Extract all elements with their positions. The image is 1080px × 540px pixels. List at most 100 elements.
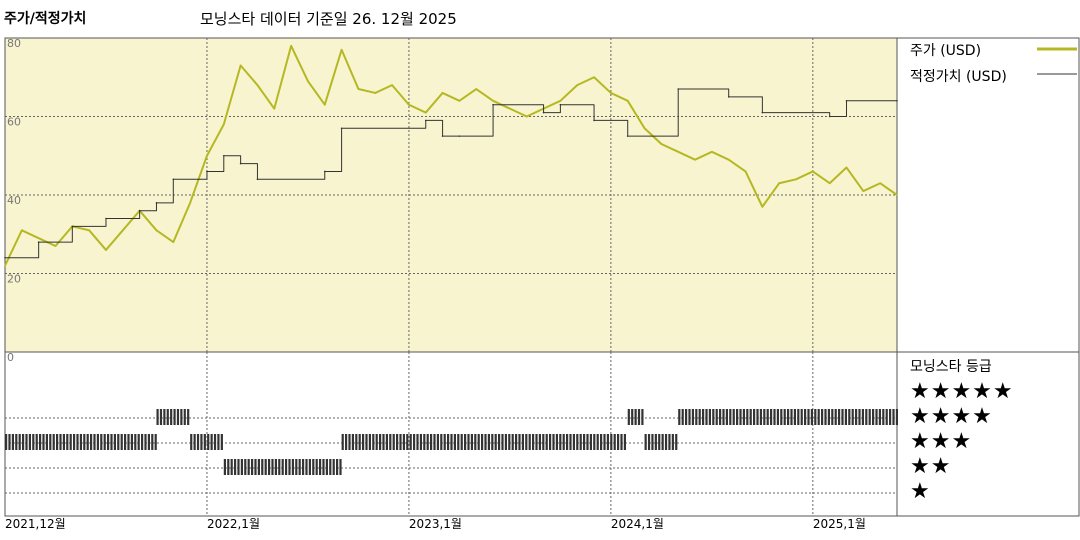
rating-bar-tick xyxy=(542,434,545,450)
price-point xyxy=(323,103,326,106)
rating-bar-tick xyxy=(841,409,844,425)
rating-bar-tick xyxy=(736,409,739,425)
rating-period-3-stars xyxy=(190,434,223,450)
rating-bar-tick xyxy=(419,434,423,450)
legend-price-label: 주가 (USD) xyxy=(910,43,982,59)
price-point xyxy=(593,76,595,79)
rating-bar-tick xyxy=(396,434,399,450)
price-point xyxy=(576,84,579,86)
rating-bar-tick xyxy=(855,409,858,425)
rating-1-star: ★ xyxy=(910,479,931,504)
price-point xyxy=(879,182,881,185)
rating-bar-tick xyxy=(487,434,491,450)
price-point xyxy=(828,182,831,185)
rating-period-4-stars xyxy=(156,409,190,425)
rating-bar-tick xyxy=(668,434,671,450)
rating-bar-tick xyxy=(335,459,339,475)
rating-bar-tick xyxy=(773,409,776,425)
rating-bar-tick xyxy=(332,459,335,475)
rating-bar-tick xyxy=(817,409,820,425)
rating-bar-tick xyxy=(810,409,814,425)
rating-bar-tick xyxy=(875,409,878,425)
price-point xyxy=(189,202,191,204)
fair-value-point xyxy=(138,209,141,212)
rating-bar-tick xyxy=(504,434,508,450)
rating-bar-tick xyxy=(528,434,531,450)
rating-bar-tick xyxy=(555,434,559,450)
rating-title: 모닝스타 등급 xyxy=(910,359,992,375)
rating-bar-tick xyxy=(746,409,749,425)
rating-bar-tick xyxy=(766,409,769,425)
rating-bar-tick xyxy=(576,434,579,450)
rating-4-stars: ★★★★ xyxy=(910,404,993,429)
rating-bar-tick xyxy=(83,434,86,450)
fair-value-point xyxy=(323,170,326,173)
rating-bar-tick xyxy=(86,434,89,450)
price-point xyxy=(559,100,562,102)
rating-bar-tick xyxy=(651,434,654,450)
rating-bar-tick xyxy=(423,434,426,450)
fair-value-point xyxy=(626,135,629,137)
rating-bar-tick xyxy=(416,434,419,450)
price-point xyxy=(761,205,764,208)
rating-bar-tick xyxy=(32,434,35,450)
rating-bar-tick xyxy=(878,409,882,425)
rating-bar-tick xyxy=(110,434,113,450)
rating-bar-tick xyxy=(267,459,271,475)
price-point xyxy=(441,92,444,94)
rating-bar-tick xyxy=(800,409,803,425)
price-point xyxy=(172,241,175,243)
rating-bar-tick xyxy=(281,459,284,475)
rating-bar-tick xyxy=(230,459,233,475)
legend-fair-value-label: 적정가치 (USD) xyxy=(910,69,1007,85)
rating-bar-tick xyxy=(681,409,684,425)
rating-bar-tick xyxy=(227,459,230,475)
rating-bar-tick xyxy=(25,434,28,450)
rating-bar-tick xyxy=(358,434,361,450)
rating-bar-tick xyxy=(610,434,613,450)
rating-bar-tick xyxy=(895,409,899,425)
rating-bar-tick xyxy=(658,434,661,450)
rating-bar-tick xyxy=(183,409,186,425)
rating-bar-tick xyxy=(844,409,848,425)
rating-bar-tick xyxy=(39,434,42,450)
fair-value-point xyxy=(492,103,494,106)
rating-bar-tick xyxy=(440,434,443,450)
rating-bar-tick xyxy=(76,434,79,450)
rating-bar-tick xyxy=(759,409,763,425)
rating-bar-tick xyxy=(787,409,790,425)
price-point xyxy=(88,229,90,232)
rating-bar-tick xyxy=(368,434,372,450)
rating-bar-tick xyxy=(93,434,96,450)
fair-value-point xyxy=(172,178,175,181)
price-point xyxy=(509,107,511,110)
rating-period-2-stars xyxy=(223,459,342,475)
rating-bar-tick xyxy=(339,459,342,475)
rating-bar-tick xyxy=(233,459,237,475)
rating-bar-tick xyxy=(824,409,827,425)
fair-value-point xyxy=(155,202,158,204)
rating-bar-tick xyxy=(814,409,817,425)
rating-bar-tick xyxy=(392,434,395,450)
rating-bar-tick xyxy=(187,409,190,425)
fair-value-point xyxy=(727,96,730,98)
price-point xyxy=(340,48,343,51)
rating-bar-tick xyxy=(402,434,406,450)
legend-swatches xyxy=(1037,47,1077,75)
rating-bar-tick xyxy=(213,434,217,450)
rating-bar-tick xyxy=(220,434,223,450)
rating-bar-tick xyxy=(467,434,470,450)
price-point xyxy=(273,107,276,110)
rating-bar-tick xyxy=(372,434,375,450)
rating-bar-tick xyxy=(617,434,620,450)
rating-period-3-stars xyxy=(341,434,627,450)
x-tick-label: 2022,1월 xyxy=(207,517,260,531)
rating-bar-tick xyxy=(8,434,11,450)
rating-bar-tick xyxy=(325,459,328,475)
rating-bar-tick xyxy=(491,434,494,450)
fair-value-series-line xyxy=(5,88,897,259)
x-tick-label: 2024,1월 xyxy=(611,517,664,531)
rating-bar-tick xyxy=(288,459,291,475)
rating-bar-tick xyxy=(240,459,243,475)
